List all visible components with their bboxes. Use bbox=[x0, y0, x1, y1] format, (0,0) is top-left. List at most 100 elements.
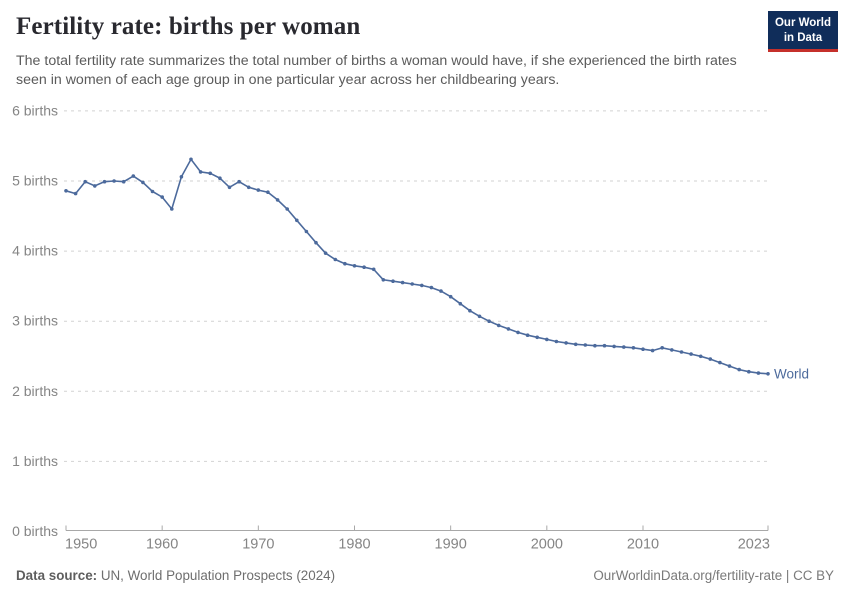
owid-logo[interactable]: Our World in Data bbox=[767, 11, 838, 53]
data-point-marker[interactable] bbox=[650, 348, 655, 353]
data-point-marker[interactable] bbox=[496, 323, 501, 328]
x-axis-tick-label: 1980 bbox=[338, 537, 370, 553]
data-point-marker[interactable] bbox=[420, 283, 424, 288]
data-point-marker[interactable] bbox=[295, 218, 299, 223]
data-point-marker[interactable] bbox=[304, 229, 309, 234]
x-axis-tick-label: 2000 bbox=[531, 537, 563, 553]
data-point-marker[interactable] bbox=[689, 352, 693, 356]
data-point-marker[interactable] bbox=[343, 261, 347, 266]
data-source-label: Data source: bbox=[16, 568, 98, 583]
data-point-marker[interactable] bbox=[237, 179, 241, 184]
y-axis-tick-label: 6 births bbox=[12, 102, 58, 118]
data-point-marker[interactable] bbox=[121, 179, 126, 184]
data-point-marker[interactable] bbox=[112, 179, 116, 183]
data-point-marker[interactable] bbox=[429, 285, 434, 290]
data-point-marker[interactable] bbox=[593, 343, 597, 348]
data-point-marker[interactable] bbox=[477, 314, 482, 319]
data-point-marker[interactable] bbox=[285, 207, 290, 211]
data-point-marker[interactable] bbox=[179, 175, 184, 179]
data-point-marker[interactable] bbox=[698, 354, 703, 359]
data-point-marker[interactable] bbox=[631, 346, 636, 350]
data-point-marker[interactable] bbox=[333, 257, 338, 262]
data-point-marker[interactable] bbox=[362, 265, 366, 270]
data-point-marker[interactable] bbox=[439, 289, 443, 293]
y-axis-tick-label: 0 births bbox=[12, 523, 58, 539]
data-source-text: UN, World Population Prospects (2024) bbox=[97, 568, 336, 583]
data-point-marker[interactable] bbox=[458, 301, 463, 306]
data-point-marker[interactable] bbox=[708, 357, 713, 361]
data-point-marker[interactable] bbox=[583, 343, 588, 347]
data-point-marker[interactable] bbox=[131, 174, 136, 178]
data-point-marker[interactable] bbox=[256, 188, 261, 192]
owid-logo-line1: Our World bbox=[774, 17, 831, 29]
data-point-marker[interactable] bbox=[602, 343, 607, 348]
data-point-marker[interactable] bbox=[622, 345, 626, 349]
data-point-marker[interactable] bbox=[150, 189, 155, 194]
data-point-marker[interactable] bbox=[410, 282, 415, 286]
data-point-marker[interactable] bbox=[487, 319, 491, 324]
data-point-marker[interactable] bbox=[227, 185, 232, 190]
data-point-marker[interactable] bbox=[448, 294, 453, 299]
data-point-marker[interactable] bbox=[468, 308, 472, 313]
data-point-marker[interactable] bbox=[718, 360, 722, 365]
x-axis-tick-label: 1990 bbox=[435, 537, 467, 553]
data-point-marker[interactable] bbox=[641, 347, 645, 352]
data-point-marker[interactable] bbox=[83, 179, 87, 184]
y-axis-tick-label: 5 births bbox=[12, 173, 58, 189]
data-point-marker[interactable] bbox=[727, 364, 732, 368]
data-point-marker[interactable] bbox=[391, 279, 395, 284]
data-point-marker[interactable] bbox=[660, 346, 664, 350]
data-point-marker[interactable] bbox=[102, 179, 107, 184]
data-point-marker[interactable] bbox=[275, 198, 280, 202]
x-axis-tick-label: 1960 bbox=[146, 537, 178, 553]
chart-subtitle: The total fertility rate summarizes the … bbox=[16, 53, 737, 88]
world-series-line[interactable] bbox=[65, 157, 769, 375]
x-axis-tick-label: 2010 bbox=[627, 537, 659, 553]
page-title: Fertility rate: births per woman bbox=[16, 13, 361, 40]
x-axis-tick-label: 1970 bbox=[242, 537, 274, 553]
data-point-marker[interactable] bbox=[64, 189, 68, 193]
data-point-marker[interactable] bbox=[737, 367, 741, 372]
data-point-marker[interactable] bbox=[525, 333, 530, 338]
data-source-note: Data source: UN, World Population Prospe… bbox=[16, 568, 335, 583]
series-end-label: World bbox=[774, 366, 809, 381]
data-point-marker[interactable] bbox=[747, 369, 751, 374]
data-point-marker[interactable] bbox=[93, 184, 97, 188]
data-point-marker[interactable] bbox=[756, 371, 761, 375]
data-point-marker[interactable] bbox=[554, 339, 559, 344]
data-point-marker[interactable] bbox=[670, 348, 674, 352]
chart-footer: Data source: UN, World Population Prospe… bbox=[16, 568, 834, 583]
data-point-marker[interactable] bbox=[535, 335, 539, 340]
y-axis-tick-label: 4 births bbox=[12, 243, 58, 259]
data-point-marker[interactable] bbox=[352, 264, 357, 268]
data-point-marker[interactable] bbox=[516, 330, 520, 335]
owid-logo-line2: in Data bbox=[783, 31, 823, 44]
data-point-marker[interactable] bbox=[73, 191, 78, 196]
data-point-marker[interactable] bbox=[612, 344, 616, 349]
data-point-marker[interactable] bbox=[266, 190, 270, 194]
data-point-marker[interactable] bbox=[400, 280, 405, 285]
data-point-marker[interactable] bbox=[506, 327, 511, 331]
data-point-marker[interactable] bbox=[573, 342, 578, 347]
data-point-marker[interactable] bbox=[141, 180, 145, 185]
world-series[interactable] bbox=[64, 157, 770, 376]
data-point-marker[interactable] bbox=[679, 350, 684, 354]
data-point-marker[interactable] bbox=[564, 341, 568, 345]
x-axis-tick-label: 1950 bbox=[65, 537, 97, 553]
data-point-marker[interactable] bbox=[208, 171, 212, 176]
data-point-marker[interactable] bbox=[545, 337, 549, 342]
data-point-marker[interactable] bbox=[314, 240, 318, 245]
x-axis-tick-label: 2023 bbox=[738, 537, 770, 553]
data-point-marker[interactable] bbox=[218, 176, 222, 180]
data-point-marker[interactable] bbox=[189, 157, 193, 162]
data-point-marker[interactable] bbox=[170, 207, 174, 211]
data-point-marker[interactable] bbox=[323, 251, 328, 255]
data-point-marker[interactable] bbox=[198, 170, 203, 174]
data-point-marker[interactable] bbox=[160, 195, 164, 199]
data-point-marker[interactable] bbox=[766, 372, 770, 376]
data-point-marker[interactable] bbox=[381, 278, 386, 282]
data-point-marker[interactable] bbox=[371, 267, 376, 272]
data-point-marker[interactable] bbox=[246, 185, 251, 190]
